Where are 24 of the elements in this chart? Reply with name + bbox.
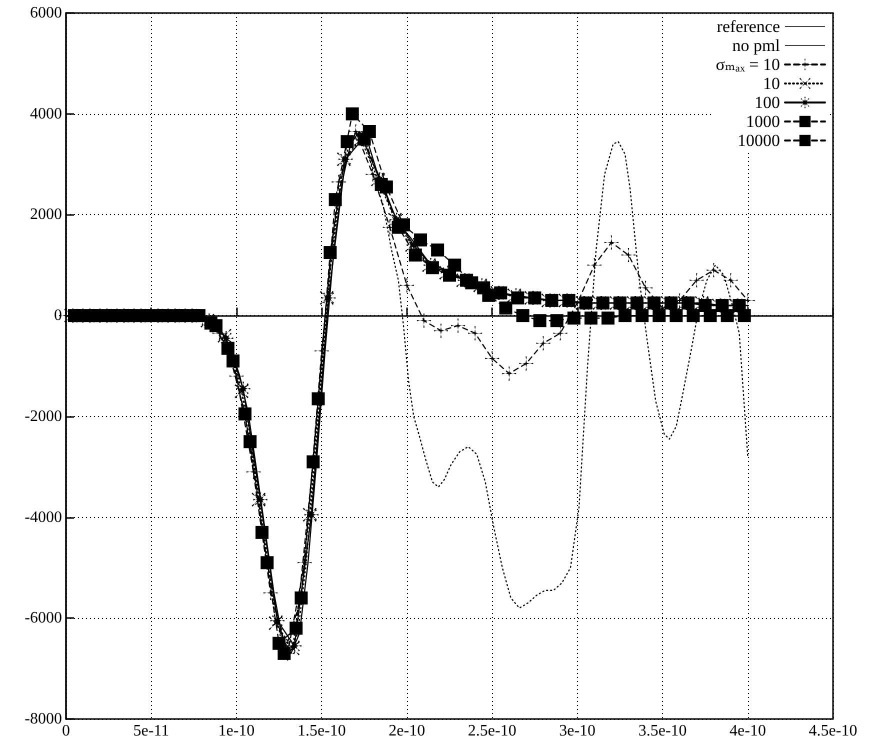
legend-label: 10000 [738, 131, 780, 150]
x-tick-label: 4.5e-10 [808, 722, 858, 740]
legend-label: no pml [732, 36, 780, 55]
x-tick-label: 2.5e-10 [468, 722, 516, 740]
x-tick-label: 1.5e-10 [297, 722, 346, 740]
legend-label: reference [716, 17, 780, 36]
y-tick-label: 4000 [30, 105, 62, 122]
legend-label: 10 [763, 74, 780, 93]
x-tick-label: 2e-10 [388, 722, 426, 740]
y-tick-label: -2000 [24, 408, 62, 425]
y-tick-label: -4000 [24, 508, 62, 526]
y-tick-label: 0 [54, 307, 62, 324]
y-tick-label: 6000 [30, 4, 62, 22]
y-tick-label: -6000 [24, 610, 62, 627]
x-tick-label: 1e-10 [218, 722, 255, 740]
x-tick-label: 4e-10 [730, 722, 766, 740]
y-tick-label: 2000 [30, 206, 62, 224]
y-tick-label: -8000 [24, 710, 62, 728]
x-tick-label: 5e-11 [133, 722, 170, 740]
x-tick-label: 3.5e-10 [638, 722, 687, 740]
legend-label: σₘₐₓ = 10 [716, 55, 780, 74]
x-tick-label: 3e-10 [559, 722, 596, 740]
legend-label: 1000 [746, 112, 780, 131]
legend-label: 100 [754, 93, 780, 112]
